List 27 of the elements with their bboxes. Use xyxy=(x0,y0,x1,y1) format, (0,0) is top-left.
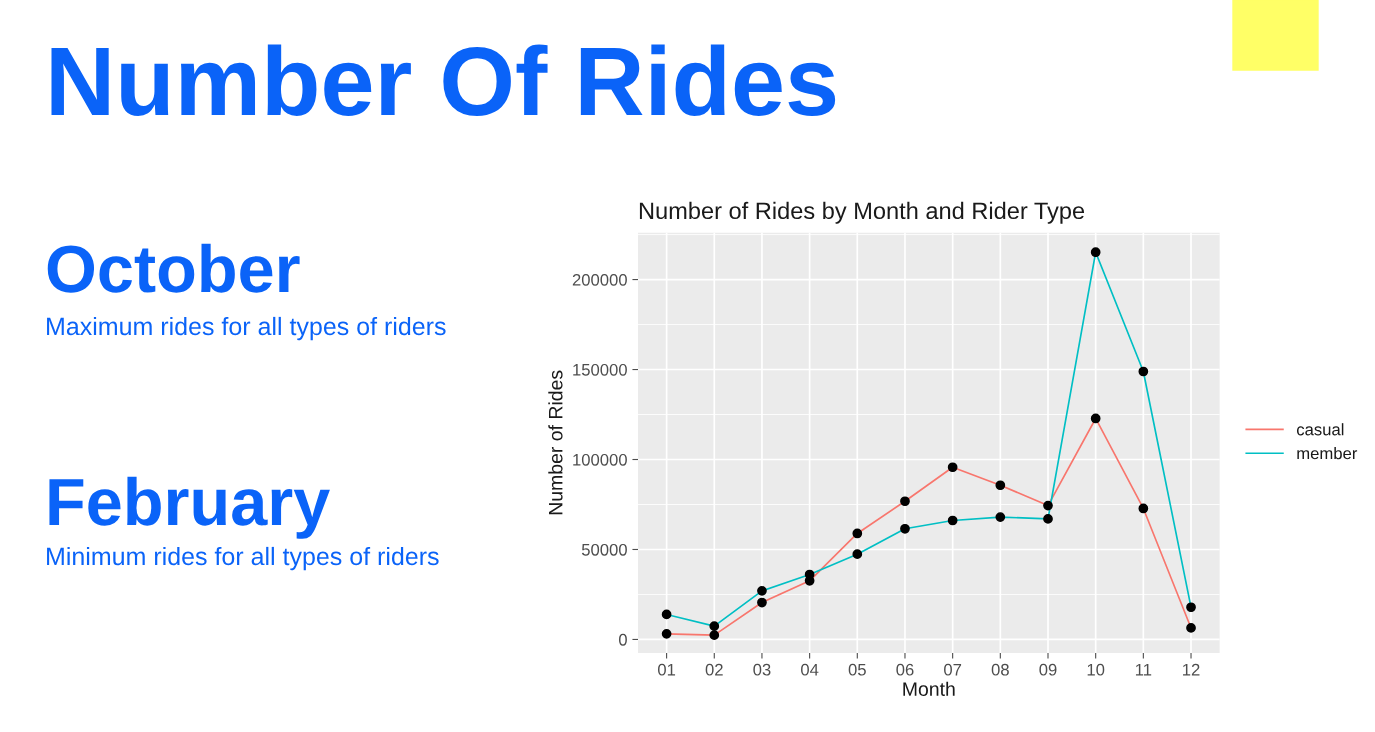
x-tick-label: 04 xyxy=(801,663,819,676)
x-tick-label: 06 xyxy=(896,663,914,676)
legend-label: member xyxy=(1297,447,1358,460)
chart-title: Number of Rides by Month and Rider Type xyxy=(639,201,1085,224)
y-tick-label: 50000 xyxy=(581,543,627,556)
text: Minimum rides for all types of riders xyxy=(47,546,439,571)
x-tick-label: 12 xyxy=(1183,663,1200,676)
text: Number Of Rides xyxy=(51,44,836,116)
x-tick-label: 09 xyxy=(1039,663,1057,676)
x-tick-label: 02 xyxy=(705,663,723,676)
y-tick-label: 150000 xyxy=(573,363,627,376)
text: February xyxy=(49,476,330,539)
x-tick-label: 10 xyxy=(1087,663,1105,676)
x-tick-label: 03 xyxy=(753,663,771,676)
y-axis-title: Number of Rides xyxy=(548,370,563,515)
y-tick-label: 100000 xyxy=(573,453,627,466)
x-tick-label: 05 xyxy=(848,663,866,676)
x-axis-title: Month xyxy=(903,681,955,696)
x-tick-label: 11 xyxy=(1135,663,1152,676)
x-tick-label: 07 xyxy=(944,663,962,676)
y-tick-label: 200000 xyxy=(572,273,627,286)
x-tick-label: 01 xyxy=(657,663,676,676)
legend-label: casual xyxy=(1296,423,1344,436)
text: October xyxy=(47,243,300,293)
x-tick-label: 08 xyxy=(991,663,1009,676)
y-tick-label: 0 xyxy=(618,633,627,646)
text: Maximum rides for all types of riders xyxy=(47,316,446,341)
